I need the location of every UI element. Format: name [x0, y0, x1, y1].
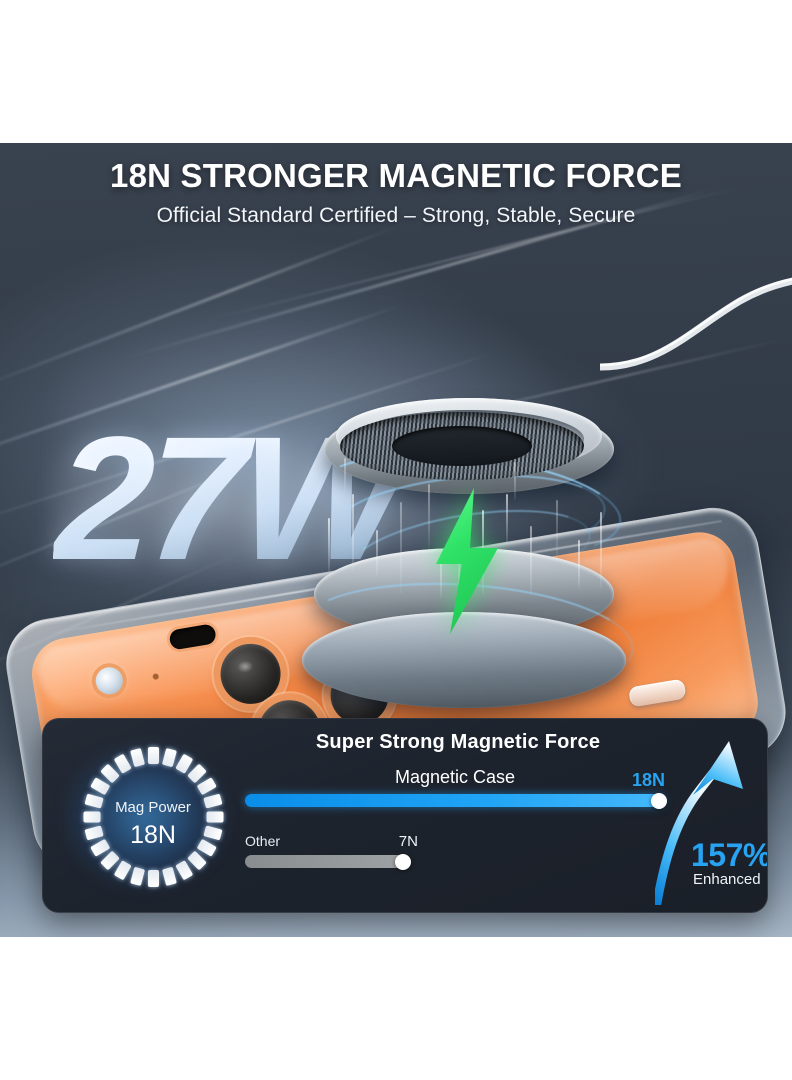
light-filament — [352, 494, 354, 572]
page-subtitle: Official Standard Certified – Strong, St… — [156, 204, 636, 227]
bar-value-other: 7N — [398, 833, 418, 850]
bar-track-magnetic-case — [245, 792, 667, 809]
light-filament — [530, 526, 532, 596]
magnet-coil-ring — [302, 612, 626, 708]
mag-power-gauge: Mag Power 18N — [83, 747, 223, 887]
comparison-panel: Mag Power 18N Super Strong Magnetic Forc… — [42, 718, 768, 913]
page-title: 18N STRONGER MAGNETIC FORCE — [110, 157, 682, 194]
magsafe-charging-stack — [296, 398, 640, 708]
bar-knob — [394, 853, 411, 870]
bar-row-secondary: Other 7N — [245, 833, 665, 870]
enhancement-caption: Enhanced — [693, 871, 761, 888]
light-filament — [328, 518, 330, 572]
light-filament — [556, 500, 558, 560]
light-filament — [514, 462, 516, 500]
gauge-segment — [186, 850, 207, 871]
hero-scene: 18N STRONGER MAGNETIC FORCE Official Sta… — [0, 143, 792, 937]
light-filament — [440, 558, 442, 598]
light-filament — [344, 458, 346, 492]
gauge-segment — [129, 747, 145, 768]
light-filament — [600, 512, 602, 588]
panel-heading: Super Strong Magnetic Force — [315, 731, 601, 753]
bar-track-other — [245, 853, 411, 870]
light-filament — [376, 530, 378, 576]
lightning-bolt-icon — [436, 488, 498, 634]
gauge-segment — [147, 870, 159, 887]
light-filament — [428, 484, 430, 548]
gauge-value: 18N — [130, 821, 176, 849]
charging-cable-icon — [600, 277, 792, 371]
gauge-segment — [161, 747, 177, 768]
bar-label-other: Other — [245, 833, 281, 849]
bar-comparison-group: Magnetic Case 18N Other 7N — [245, 767, 667, 870]
light-filament — [578, 540, 580, 588]
gauge-segment — [113, 860, 132, 881]
gauge-segment — [99, 850, 120, 871]
bar-label-magnetic-case: Magnetic Case — [394, 767, 516, 787]
magnet-coil-core — [392, 426, 532, 466]
gauge-label: Mag Power — [115, 799, 191, 816]
enhancement-percent: 157% — [691, 837, 768, 873]
light-filament — [400, 502, 402, 594]
gauge-segment — [174, 860, 193, 881]
upward-trend-arrow-icon — [655, 741, 743, 905]
light-filament — [506, 494, 508, 544]
gauge-segment — [129, 866, 145, 887]
gauge-segment — [147, 747, 159, 764]
gauge-segment — [89, 777, 110, 796]
bar-value-magnetic-case: 18N — [631, 770, 665, 790]
bar-knob — [651, 792, 667, 809]
gauge-segment — [196, 777, 217, 796]
light-filament — [458, 538, 460, 596]
bar-row-primary: Magnetic Case 18N — [245, 767, 667, 809]
gauge-segment — [161, 866, 177, 887]
